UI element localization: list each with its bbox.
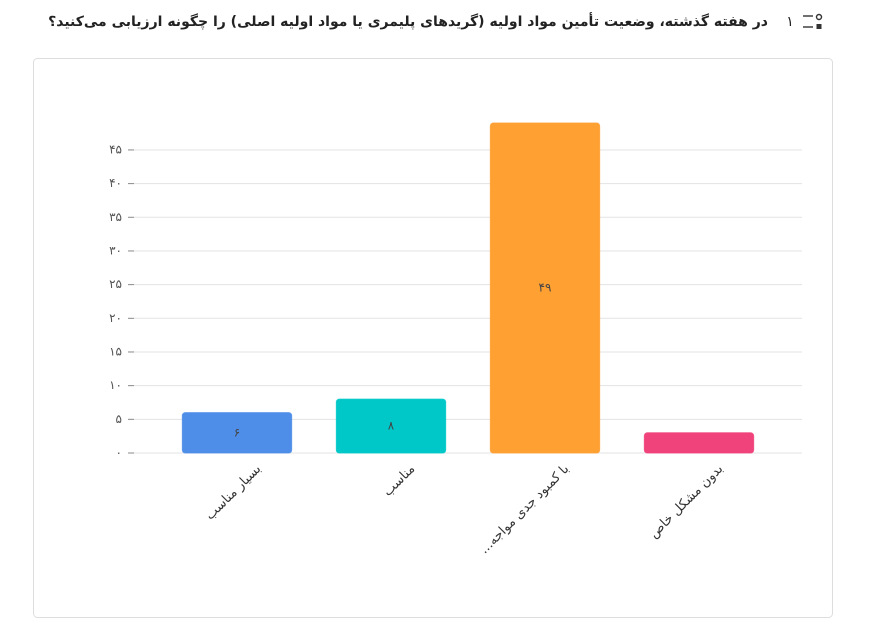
y-tick-label: ۱۵ <box>109 344 122 358</box>
question-icon <box>803 13 823 29</box>
y-tick-label: ۲۵ <box>109 277 122 291</box>
bar <box>643 432 755 454</box>
card <box>33 58 833 618</box>
chart-title: در هفته گذشته، وضعیت تأمین مواد اولیه (گ… <box>48 12 768 30</box>
y-tick-label: ۳۵ <box>109 210 122 224</box>
bar <box>335 398 447 454</box>
bar <box>489 122 601 454</box>
value-label: ۴۹ <box>539 281 552 295</box>
bar <box>181 412 293 454</box>
y-tick-label: ۱۰ <box>109 378 122 392</box>
y-tick-label: ۴۰ <box>109 176 122 190</box>
y-tick-label: ۴۵ <box>109 142 122 156</box>
y-tick-label: ۰ <box>116 446 122 460</box>
value-label: ۶ <box>234 425 240 439</box>
y-tick-label: ۳۰ <box>109 243 122 257</box>
y-tick-label: ۲۰ <box>109 311 122 325</box>
value-label: ۸ <box>388 419 395 433</box>
y-tick-label: ۵ <box>116 412 122 426</box>
question-number: ۱ <box>786 14 794 30</box>
